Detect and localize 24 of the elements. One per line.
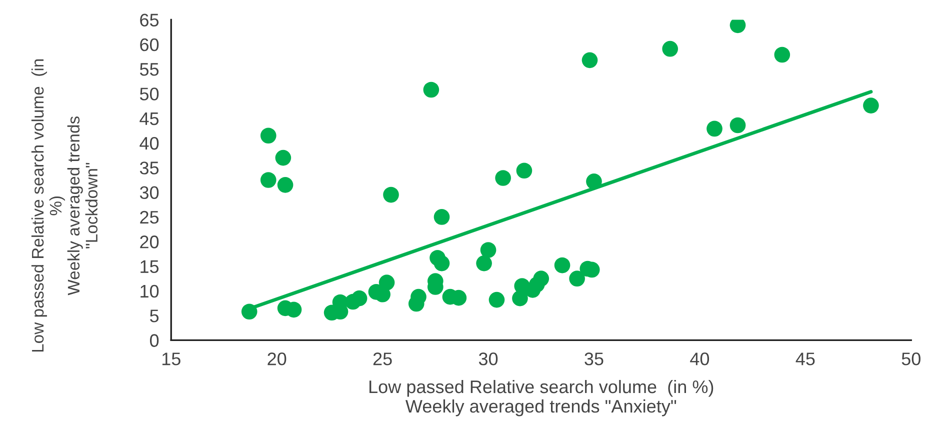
x-tick-label: 20 bbox=[268, 352, 286, 366]
y-tick-label: 40 bbox=[140, 136, 159, 150]
y-tick-label: 30 bbox=[140, 186, 159, 200]
y-tick-label: 25 bbox=[140, 210, 159, 224]
y-tick-label: 55 bbox=[140, 63, 159, 76]
x-tick-label: 25 bbox=[373, 352, 392, 366]
y-tick-label: 0 bbox=[150, 334, 159, 347]
x-tick-label: 15 bbox=[162, 352, 180, 366]
y-axis-title: Low passed Relative search volume (in %) Weekly averaged trends "Lockdown" bbox=[31, 59, 98, 352]
x-tick-label: 40 bbox=[690, 352, 710, 366]
y-tick-label: 60 bbox=[140, 38, 159, 52]
y-tick-label: 35 bbox=[140, 162, 159, 174]
x-tick-label: 45 bbox=[796, 352, 815, 366]
y-tick-label: 50 bbox=[140, 88, 159, 100]
y-tick-label: 65 bbox=[140, 14, 159, 26]
y-tick-label: 45 bbox=[140, 112, 159, 126]
x-tick-label: 30 bbox=[478, 352, 498, 366]
y-tick-label: 10 bbox=[140, 284, 159, 298]
x-axis-title: Low passed Relative search volume (in %) Weekly averaged trends "Anxiety" bbox=[370, 380, 714, 416]
y-tick-label: 5 bbox=[150, 310, 159, 322]
x-tick-label: 35 bbox=[584, 352, 604, 366]
y-tick-label: 20 bbox=[140, 236, 159, 248]
x-tick-label: 50 bbox=[902, 352, 920, 366]
y-tick-label: 15 bbox=[140, 260, 159, 273]
